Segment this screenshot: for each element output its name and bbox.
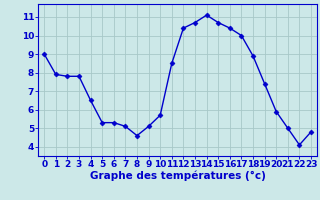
X-axis label: Graphe des températures (°c): Graphe des températures (°c): [90, 171, 266, 181]
